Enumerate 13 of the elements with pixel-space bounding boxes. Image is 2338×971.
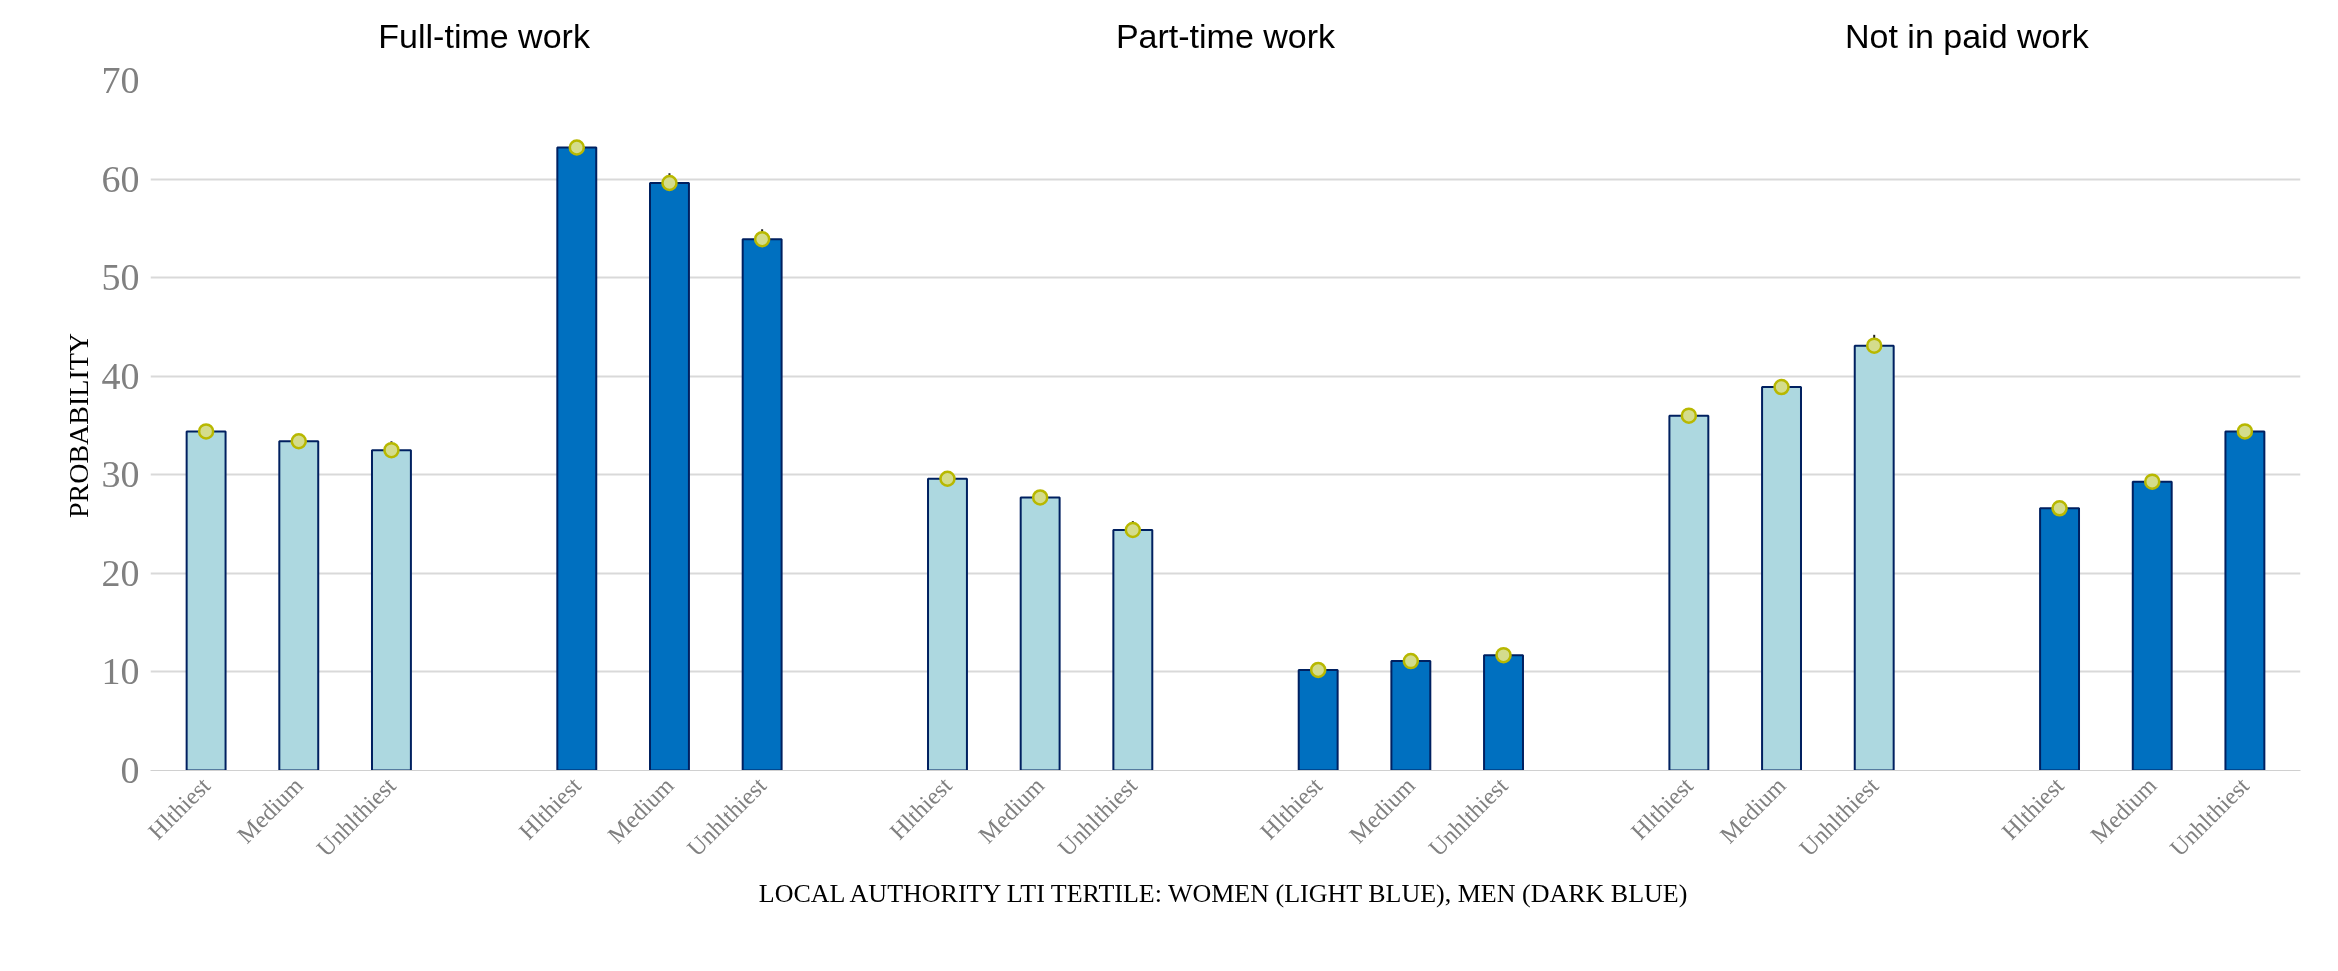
y-tick-label: 20 xyxy=(101,551,140,594)
text: Full-time work xyxy=(378,16,591,55)
y-tick-label: 30 xyxy=(101,453,140,496)
y-tick-label: 60 xyxy=(101,157,140,200)
y-tick-label: 70 xyxy=(101,59,140,101)
text: Part-time work xyxy=(1115,16,1337,55)
x-axis-title: LOCAL AUTHORITY LTI TERTILE: WOMEN (LIGHT BLUE), MEN (DARK BLUE) xyxy=(758,878,1688,908)
y-axis-title: PROBABILITY xyxy=(62,332,94,519)
y-tick-label: 10 xyxy=(101,650,140,693)
y-tick-label: 0 xyxy=(120,749,140,791)
y-tick-label: 40 xyxy=(101,354,140,397)
y-tick-label: 50 xyxy=(101,256,140,299)
text: Not in paid work xyxy=(1844,16,2090,55)
